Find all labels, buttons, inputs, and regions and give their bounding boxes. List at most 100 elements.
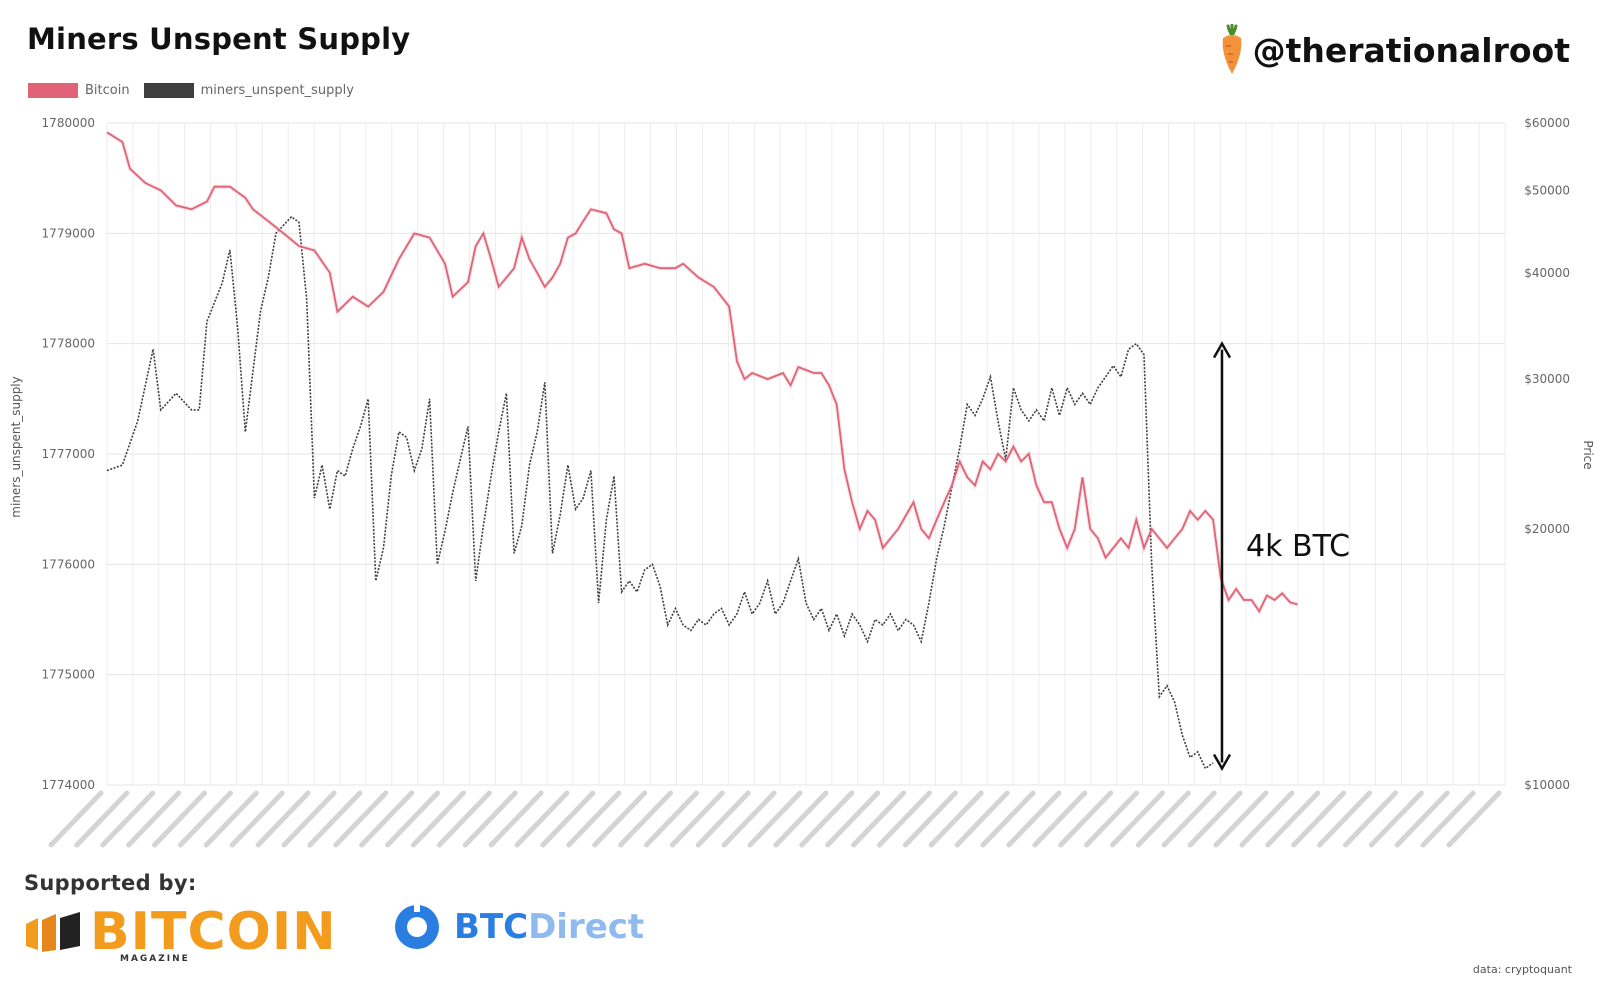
- x-tick-label: [1342, 790, 1398, 848]
- left-tick-label: 1776000: [42, 557, 95, 571]
- x-tick-label: [177, 790, 233, 848]
- legend-item-supply[interactable]: miners_unspent_supply: [143, 83, 354, 98]
- x-tick-label: [1446, 790, 1502, 848]
- x-tick-label: [1161, 790, 1217, 848]
- x-tick-label: [1135, 790, 1191, 848]
- x-tick-label: [1058, 790, 1114, 848]
- page-title: Miners Unspent Supply: [27, 22, 411, 56]
- x-tick-label: [643, 790, 699, 848]
- legend-item-bitcoin[interactable]: Bitcoin: [28, 83, 130, 98]
- left-tick-label: 1775000: [42, 668, 95, 682]
- right-tick-label: $10000: [1524, 778, 1570, 792]
- left-axis-ticks: 1780000 1779000 1778000 1777000 1776000 17750…: [42, 116, 95, 792]
- x-tick-label: [1368, 790, 1424, 848]
- x-tick-label: [48, 790, 104, 848]
- x-tick-label: [514, 790, 570, 848]
- x-tick-label: [1187, 790, 1243, 848]
- data-credit: data: cryptoquant: [1472, 963, 1572, 976]
- chart-grid: [106, 122, 1506, 786]
- x-tick-label: [1265, 790, 1321, 848]
- x-tick-label: [1213, 790, 1269, 848]
- x-tick-label: [566, 790, 622, 848]
- x-tick-label: [410, 790, 466, 848]
- right-tick-label: $30000: [1524, 372, 1570, 386]
- annotation-arrow-head-down: [1212, 753, 1232, 771]
- handle-text: @therationalroot: [1252, 30, 1570, 70]
- right-axis-title: Price: [1581, 440, 1595, 469]
- legend-swatch-supply: [143, 83, 194, 98]
- x-tick-label: [436, 790, 492, 848]
- x-tick-label: [747, 790, 803, 848]
- sponsor-label: Supported by:: [24, 871, 197, 895]
- x-tick-label: [980, 790, 1036, 848]
- right-tick-label: $60000: [1524, 116, 1570, 130]
- x-tick-label: [902, 790, 958, 848]
- x-tick-label: [1420, 790, 1476, 848]
- left-tick-label: 1777000: [42, 447, 95, 461]
- x-tick-label: [954, 790, 1010, 848]
- annotation-label: 4k BTC: [1246, 529, 1351, 564]
- x-tick-label: [851, 790, 907, 848]
- right-tick-label: $20000: [1524, 522, 1570, 536]
- sponsor-bitcoin-name: BITCOIN: [90, 902, 337, 962]
- annotation-arrow-head-up: [1212, 341, 1232, 359]
- right-tick-label: $40000: [1524, 266, 1570, 280]
- x-tick-label: [281, 790, 337, 848]
- x-tick-label: [359, 790, 415, 848]
- right-tick-label: $50000: [1524, 183, 1570, 197]
- x-tick-label: [540, 790, 596, 848]
- x-tick-label: [307, 790, 363, 848]
- series-line-bitcoin: [106, 131, 1298, 614]
- left-tick-label: 1778000: [42, 337, 95, 351]
- chart-series: [105, 130, 1299, 770]
- left-axis-title: miners_unspent_supply: [9, 376, 23, 518]
- x-tick-label: [618, 790, 674, 848]
- x-axis-ticks: [48, 790, 1502, 848]
- x-tick-label: [152, 790, 208, 848]
- x-tick-label: [928, 790, 984, 848]
- x-tick-label: [1109, 790, 1165, 848]
- legend-label-bitcoin: Bitcoin: [85, 83, 130, 98]
- chart-legend: Bitcoin miners_unspent_supply: [28, 83, 368, 98]
- x-tick-label: [592, 790, 648, 848]
- x-tick-label: [1239, 790, 1295, 848]
- x-tick-label: [126, 790, 182, 848]
- sponsor-bitcoin-magazine[interactable]: BITCOIN MAGAZINE: [24, 902, 337, 964]
- legend-swatch-bitcoin: [28, 83, 78, 98]
- series-line-miners-unspent-supply: [106, 215, 1214, 770]
- annotation-arrow: [1212, 341, 1232, 771]
- x-tick-label: [1317, 790, 1373, 848]
- sponsor-btc-direct[interactable]: BTCDirect: [392, 902, 644, 952]
- x-tick-label: [1032, 790, 1088, 848]
- x-tick-label: [1084, 790, 1140, 848]
- x-tick-label: [1394, 790, 1450, 848]
- x-tick-label: [100, 790, 156, 848]
- x-tick-label: [74, 790, 130, 848]
- bitcoin-magazine-logo-icon: [26, 912, 80, 952]
- btc-direct-logo-icon: [395, 902, 439, 949]
- left-tick-label: 1774000: [42, 778, 95, 792]
- sponsor-bitcoin-sub: MAGAZINE: [120, 954, 190, 964]
- x-tick-label: [385, 790, 441, 848]
- x-tick-label: [229, 790, 285, 848]
- left-tick-label: 1779000: [42, 226, 95, 240]
- x-tick-label: [669, 790, 725, 848]
- x-tick-label: [773, 790, 829, 848]
- x-tick-label: [488, 790, 544, 848]
- x-tick-label: [462, 790, 518, 848]
- x-tick-label: [1291, 790, 1347, 848]
- legend-label-supply: miners_unspent_supply: [200, 83, 354, 98]
- x-tick-label: [203, 790, 259, 848]
- carrot-icon: [1222, 24, 1241, 74]
- x-tick-label: [255, 790, 311, 848]
- x-tick-label: [721, 790, 777, 848]
- x-tick-label: [1006, 790, 1062, 848]
- x-tick-label: [876, 790, 932, 848]
- x-tick-label: [695, 790, 751, 848]
- x-tick-label: [333, 790, 389, 848]
- right-axis-ticks: $60000 $50000 $40000 $30000 $20000 $10000: [1524, 116, 1570, 792]
- sponsor-btc-direct-name: BTCDirect: [454, 907, 645, 947]
- x-tick-label: [825, 790, 881, 848]
- author-handle: @therationalroot: [1219, 24, 1570, 76]
